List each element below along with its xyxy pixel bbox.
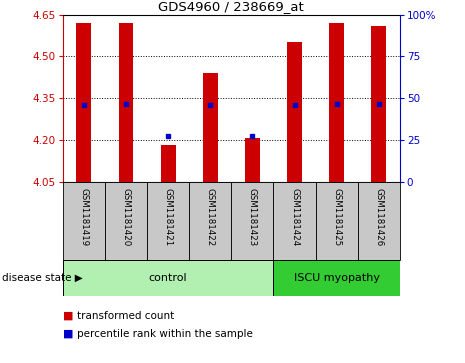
Text: ■: ■ xyxy=(63,329,73,339)
Bar xyxy=(63,260,273,296)
Text: control: control xyxy=(149,273,187,283)
Bar xyxy=(358,182,400,260)
Text: GSM1181425: GSM1181425 xyxy=(332,188,341,246)
Text: GSM1181422: GSM1181422 xyxy=(206,188,215,246)
Text: percentile rank within the sample: percentile rank within the sample xyxy=(77,329,252,339)
Bar xyxy=(329,23,344,182)
Bar xyxy=(231,182,273,260)
Text: ISCU myopathy: ISCU myopathy xyxy=(294,273,380,283)
Bar xyxy=(189,182,231,260)
Bar xyxy=(161,145,175,182)
Bar xyxy=(287,42,302,182)
Bar xyxy=(76,23,91,182)
Text: GSM1181419: GSM1181419 xyxy=(80,188,88,246)
Bar xyxy=(245,138,260,182)
Bar xyxy=(273,260,400,296)
Text: GSM1181424: GSM1181424 xyxy=(290,188,299,246)
Bar xyxy=(372,26,386,182)
Bar xyxy=(105,182,147,260)
Bar xyxy=(63,182,105,260)
Bar xyxy=(316,182,358,260)
Bar xyxy=(147,182,189,260)
Text: GSM1181421: GSM1181421 xyxy=(164,188,173,246)
Text: GSM1181423: GSM1181423 xyxy=(248,188,257,246)
Bar xyxy=(203,73,218,182)
Text: ■: ■ xyxy=(63,311,73,321)
Text: disease state ▶: disease state ▶ xyxy=(2,273,83,283)
Bar xyxy=(119,23,133,182)
Text: GSM1181426: GSM1181426 xyxy=(374,188,383,246)
Bar xyxy=(273,182,316,260)
Title: GDS4960 / 238669_at: GDS4960 / 238669_at xyxy=(159,0,304,13)
Text: GSM1181420: GSM1181420 xyxy=(121,188,131,246)
Text: transformed count: transformed count xyxy=(77,311,174,321)
